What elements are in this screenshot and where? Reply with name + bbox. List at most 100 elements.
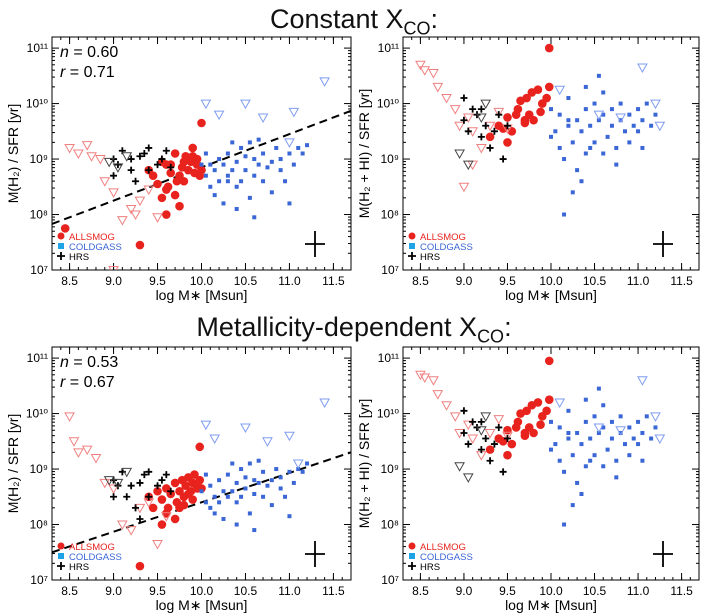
allsmog-point [485, 445, 495, 454]
coldgass-point [256, 162, 261, 167]
allsmog-upper-limit [462, 420, 474, 431]
coldgass-point [636, 107, 641, 112]
allsmog-upper-limit [108, 484, 119, 494]
hrs-point [136, 479, 144, 487]
x-tick-label: 9.0 [456, 274, 473, 288]
allsmog-upper-limit [64, 412, 75, 422]
coldgass-point [601, 151, 606, 156]
coldgass-point [640, 458, 645, 463]
allsmog-point [503, 425, 512, 435]
hrs-point [110, 172, 118, 180]
x-tick-label: 8.5 [61, 274, 78, 288]
y-tick-label: 10⁹ [381, 462, 400, 476]
coldgass-point [278, 157, 283, 162]
coldgass-point [596, 386, 601, 391]
coldgass-point [631, 123, 636, 128]
coldgass-point [570, 503, 575, 508]
allsmog-point [188, 151, 198, 161]
coldgass-point [217, 478, 222, 483]
legend-hrs-marker [408, 562, 416, 570]
allsmog-upper-limit [90, 453, 102, 464]
coldgass-point [252, 492, 257, 497]
y-tick-label: 10⁹ [381, 152, 400, 166]
hrs-point [464, 127, 472, 135]
allsmog-upper-limit [95, 155, 106, 165]
hrs-point [110, 493, 118, 501]
coldgass-point [562, 469, 567, 474]
coldgass-point [557, 425, 562, 430]
stat-annotation: n = 0.53 [60, 354, 118, 371]
hrs-upper-limit [454, 462, 465, 472]
allsmog-upper-limit [152, 539, 163, 550]
y-axis-label: M(H₂ + HI) / SFR [yr] [356, 89, 372, 219]
chart-br: 8.5 9.0 9.5 10.0 10.5 11.0 11.5 10⁷ 10⁸ 10⁹ 10¹⁰ 10… [356, 346, 700, 613]
allsmog-point [533, 398, 543, 407]
coldgass-point [283, 494, 288, 499]
y-tick-label: 10⁸ [381, 518, 399, 532]
error-cross [305, 231, 325, 257]
hrs-point [140, 471, 148, 479]
x-tick-label: 10.0 [539, 584, 563, 598]
x-tick-label: 11.5 [322, 584, 345, 598]
x-tick-label: 9.0 [456, 584, 473, 598]
coldgass-point [557, 458, 562, 463]
coldgass-point [212, 511, 217, 516]
coldgass-point [570, 140, 575, 145]
coldgass-point [575, 118, 580, 123]
coldgass-upper-limit [637, 376, 648, 386]
legend-label: ALLSMOG [69, 232, 115, 243]
legend-label: COLDGASS [420, 552, 473, 563]
coldgass-point [588, 436, 593, 441]
coldgass-upper-limit [213, 110, 225, 121]
hrs-upper-limit [475, 426, 487, 436]
coldgass-point [605, 447, 610, 452]
coldgass-point [566, 118, 571, 123]
x-tick-label: 9.5 [149, 274, 166, 288]
coldgass-point [305, 143, 310, 148]
error-cross [305, 541, 325, 567]
coldgass-point [252, 478, 257, 483]
hrs-point [158, 155, 166, 163]
coldgass-point [217, 157, 222, 162]
coldgass-point [549, 447, 553, 452]
coldgass-upper-limit [284, 431, 295, 442]
allsmog-point [503, 138, 512, 147]
coldgass-point [614, 475, 619, 480]
x-tick-label: 10.5 [234, 274, 258, 288]
coldgass-point [208, 162, 213, 167]
coldgass-point [239, 467, 244, 472]
coldgass-upper-limit [654, 434, 666, 445]
coldgass-upper-limit [615, 113, 627, 123]
coldgass-point [265, 165, 270, 170]
allsmog-upper-limit [81, 445, 93, 456]
allsmog-upper-limit [428, 69, 439, 79]
coldgass-point [274, 145, 279, 150]
coldgass-point [261, 494, 266, 499]
coldgass-point [208, 483, 213, 488]
allsmog-point [544, 356, 554, 366]
coldgass-point [239, 494, 244, 499]
allsmog-upper-limit [454, 121, 465, 132]
y-tick-label: 10⁷ [30, 263, 48, 277]
coldgass-upper-limit [650, 99, 661, 110]
hrs-upper-limit [462, 160, 474, 171]
coldgass-point [588, 458, 593, 463]
coldgass-point [225, 494, 230, 499]
allsmog-upper-limit [475, 143, 487, 154]
y-tick-label: 10⁷ [381, 263, 399, 277]
coldgass-point [614, 458, 619, 463]
y-tick-label: 10¹¹ [27, 41, 48, 55]
coldgass-point [225, 151, 230, 156]
coldgass-point [252, 157, 257, 162]
y-tick-label: 10¹⁰ [377, 97, 399, 111]
coldgass-point [627, 453, 632, 458]
hrs-point [469, 418, 477, 426]
allsmog-point [148, 171, 158, 180]
allsmog-upper-limit [134, 196, 146, 207]
coldgass-point [287, 201, 292, 206]
coldgass-upper-limit [593, 110, 605, 121]
coldgass-point [562, 522, 567, 527]
coldgass-point [261, 179, 266, 184]
coldgass-point [278, 168, 283, 173]
allsmog-upper-limit [415, 60, 426, 71]
